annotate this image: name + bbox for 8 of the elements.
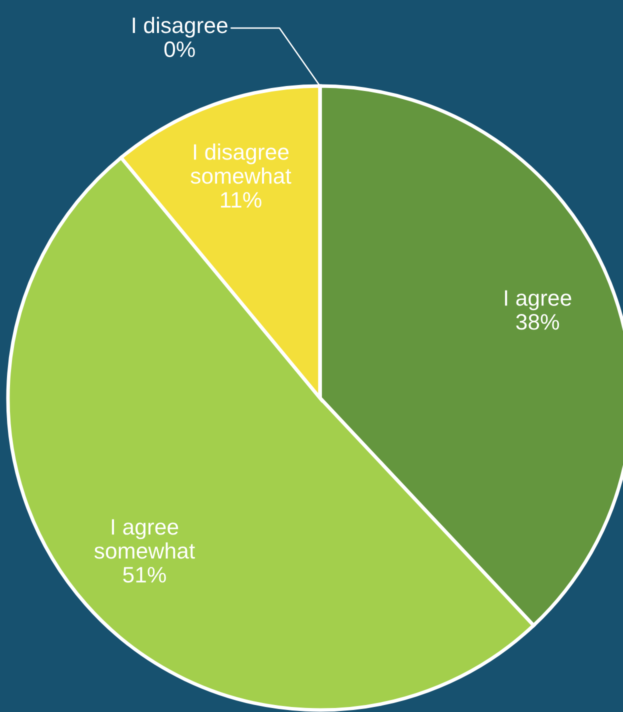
data-label: 38%	[516, 314, 560, 330]
text: 0%	[164, 41, 195, 58]
slice-label: I agree	[505, 290, 572, 310]
data-label: 11%	[221, 192, 262, 208]
data-label: 51%	[123, 567, 166, 583]
category-label: I disagree	[132, 16, 228, 38]
slice-label: I disagree somewhat	[190, 144, 292, 184]
slice-label: I agree somewhat	[94, 519, 195, 559]
